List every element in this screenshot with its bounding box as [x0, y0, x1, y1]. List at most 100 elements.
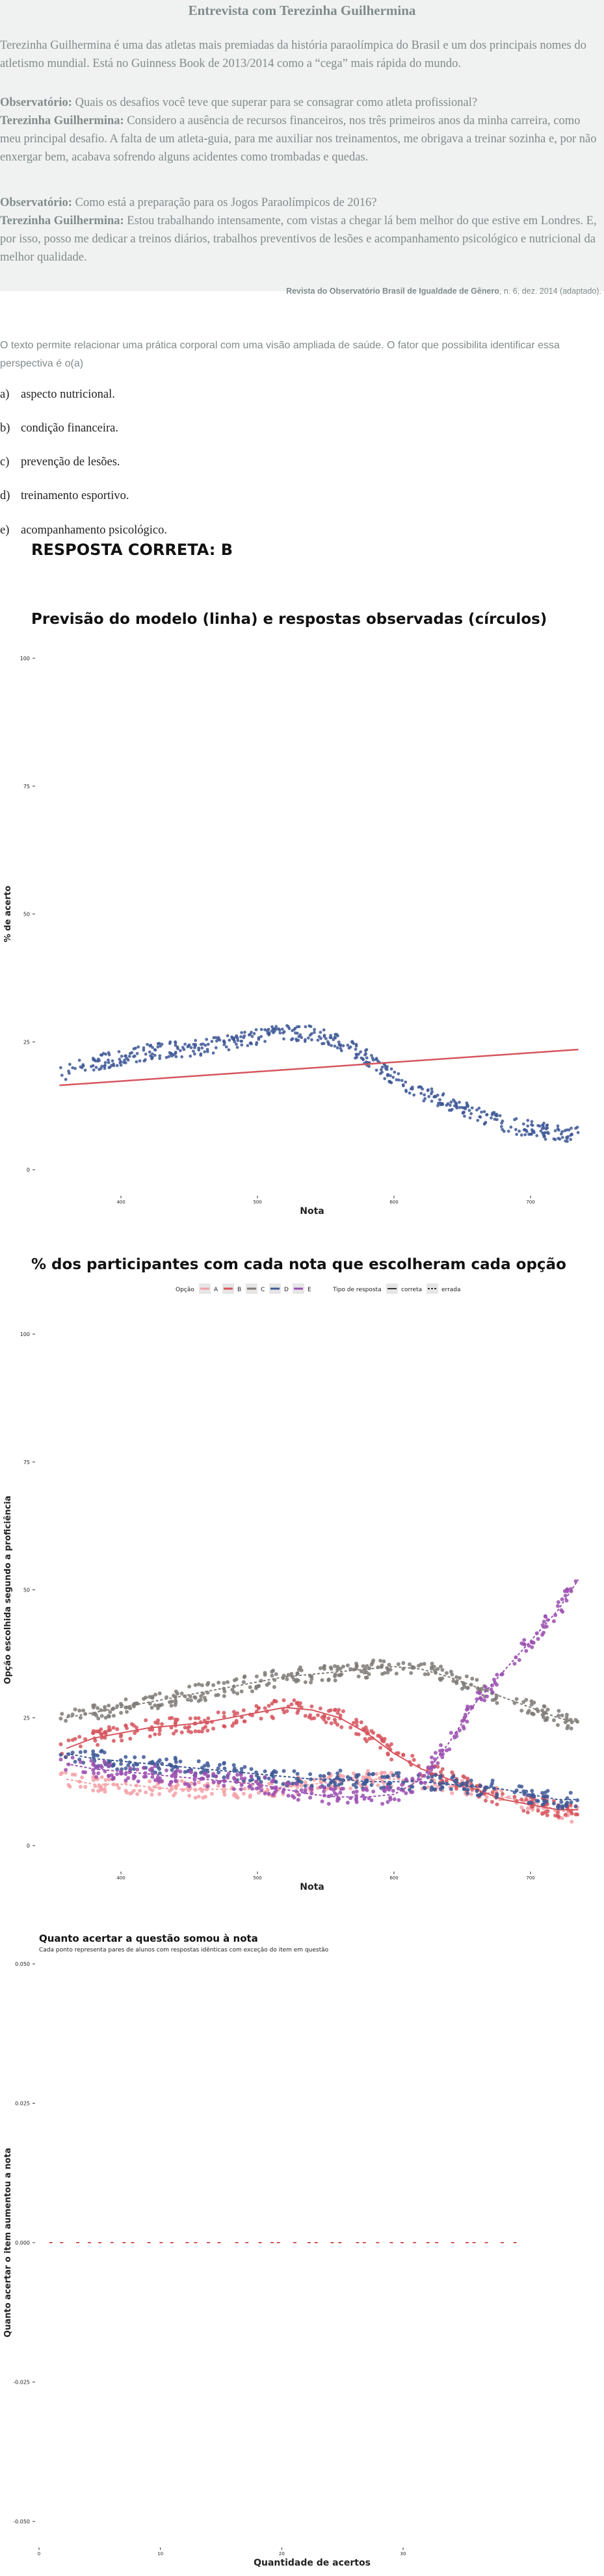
option-C-point	[382, 1659, 386, 1664]
observed-point	[250, 1031, 253, 1034]
model-line	[59, 1048, 579, 1087]
option-D-point	[272, 1769, 276, 1773]
y-axis-label: % de acerto	[3, 886, 13, 942]
observed-point	[235, 1036, 239, 1040]
option-B-point	[263, 1706, 267, 1710]
option-B-point	[303, 1714, 308, 1718]
option-D-point	[333, 1784, 337, 1788]
observed-point	[482, 1110, 486, 1114]
option-A-point	[231, 1793, 236, 1797]
option-A-point	[83, 1784, 88, 1789]
option-B-point	[243, 1719, 247, 1723]
source-details: , n. 6, dez. 2014 (adaptado).	[499, 287, 601, 296]
option-C-point	[555, 1723, 560, 1727]
observed-point	[519, 1133, 523, 1137]
option-B-point	[124, 1723, 128, 1728]
option-A-point	[248, 1795, 252, 1799]
observed-point	[158, 1057, 162, 1061]
option-D-point	[156, 1760, 161, 1764]
option-E-point	[136, 1779, 140, 1784]
option-C-point	[341, 1664, 345, 1669]
observed-point	[227, 1048, 231, 1051]
observed-point	[354, 1044, 358, 1048]
option-E-point	[93, 1764, 98, 1768]
option-b[interactable]: b) condição financeira.	[0, 422, 118, 435]
option-d[interactable]: d) treinamento esportivo.	[0, 489, 129, 503]
observed-point	[267, 1033, 270, 1037]
option-D-point	[369, 1783, 374, 1787]
y-tick-label: 0	[27, 1843, 30, 1849]
option-A-point	[216, 1783, 220, 1788]
option-C-point	[348, 1667, 353, 1671]
option-D-point	[131, 1767, 136, 1771]
observed-point	[210, 1040, 214, 1043]
observed-point	[186, 1045, 190, 1049]
observed-point	[509, 1126, 513, 1129]
option-A-point	[103, 1778, 108, 1783]
option-E-point	[64, 1768, 68, 1772]
option-C-point	[59, 1716, 63, 1721]
option-D-point	[126, 1763, 131, 1768]
option-B-point	[222, 1714, 226, 1719]
option-E-point	[250, 1786, 254, 1791]
observed-point	[215, 1039, 218, 1043]
observed-point	[438, 1098, 441, 1101]
option-E-point	[78, 1760, 83, 1764]
observed-point	[316, 1038, 320, 1042]
option-E-point	[291, 1794, 295, 1798]
option-B-point	[536, 1809, 540, 1813]
option-C-point	[457, 1676, 462, 1681]
observed-point	[401, 1083, 405, 1087]
legend-title: Tipo de resposta	[332, 1287, 382, 1293]
observed-point	[203, 1050, 207, 1053]
option-D-point	[205, 1761, 210, 1766]
option-A-point	[107, 1777, 111, 1782]
observed-point	[211, 1051, 215, 1055]
option-B-point	[256, 1706, 261, 1710]
option-a[interactable]: a) aspecto nutricional.	[0, 388, 115, 402]
option-D-point	[248, 1779, 252, 1783]
option-A-point	[189, 1781, 194, 1786]
option-e[interactable]: e) acompanhamento psicológico.	[0, 524, 167, 537]
observed-point	[313, 1027, 317, 1031]
option-C-point	[309, 1681, 313, 1685]
option-D-point	[155, 1764, 160, 1769]
observed-point	[200, 1046, 204, 1050]
observed-point	[462, 1106, 466, 1110]
observed-point	[475, 1108, 479, 1112]
option-D-point	[291, 1781, 295, 1786]
option-E-point	[338, 1790, 343, 1795]
option-E-point	[485, 1694, 490, 1699]
option-B-point	[318, 1707, 322, 1711]
option-B-point	[339, 1725, 344, 1729]
observed-point	[240, 1031, 244, 1035]
option-B-point	[309, 1716, 314, 1721]
option-E-point	[178, 1770, 183, 1774]
observed-point	[197, 1046, 201, 1050]
option-c[interactable]: c) prevenção de lesões.	[0, 456, 120, 469]
observed-point	[453, 1100, 456, 1103]
observed-point	[542, 1131, 546, 1135]
option-D-point	[292, 1769, 296, 1773]
question-stem: O texto permite relacionar uma prática c…	[0, 340, 560, 369]
x-tick-label: 600	[389, 1200, 398, 1205]
option-A-point	[93, 1784, 98, 1788]
observed-point	[462, 1114, 466, 1118]
option-D-point	[78, 1750, 83, 1755]
option-C-point	[153, 1703, 157, 1708]
observed-point	[335, 1033, 339, 1037]
option-B-point	[153, 1732, 157, 1736]
passage-intro: Terezinha Guilhermina é uma das atletas …	[0, 39, 586, 70]
observed-point	[128, 1051, 132, 1055]
option-B-point	[337, 1708, 341, 1712]
observed-point	[115, 1064, 119, 1068]
observed-point	[337, 1043, 341, 1046]
option-D-point	[303, 1784, 308, 1788]
option-A-point	[243, 1786, 247, 1791]
option-E-point	[109, 1773, 114, 1777]
option-A-point	[525, 1806, 530, 1810]
option-B-point	[168, 1716, 172, 1721]
option-C-point	[335, 1664, 340, 1669]
option-B-point	[216, 1710, 220, 1715]
chart-2-title: % dos participantes com cada nota que es…	[31, 1256, 566, 1273]
